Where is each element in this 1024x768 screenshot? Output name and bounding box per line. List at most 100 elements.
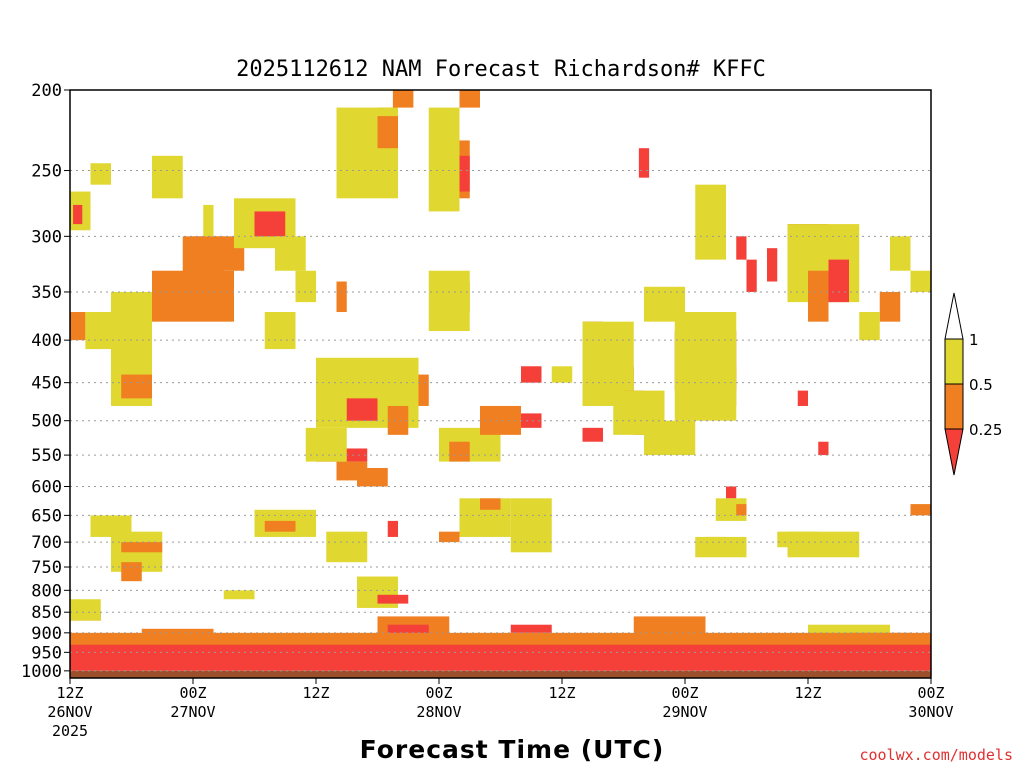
ri-cell-red	[346, 398, 378, 421]
ri-cell-red	[797, 390, 808, 406]
y-tick-label: 450	[31, 374, 62, 394]
ri-cell-red	[70, 640, 931, 671]
y-axis-ticks: 200 250 300 350 400 450 500 550 600 650 700 750 8008…	[21, 81, 70, 682]
x-tick-label: 00Z	[671, 684, 698, 702]
ri-cell-red	[521, 413, 542, 428]
y-tick-label: 850	[31, 603, 62, 623]
ri-cell-yellow	[787, 531, 860, 558]
ri-cell-yellow	[85, 312, 111, 350]
ri-cell-red	[521, 366, 542, 383]
ri-cell-orange	[879, 291, 901, 322]
ri-cell-yellow	[428, 270, 470, 332]
x-tick-label: 29NOV	[662, 703, 707, 721]
ri-cell-orange	[449, 441, 470, 462]
ri-cell-yellow	[305, 427, 347, 462]
legend-bin-yellow	[944, 338, 964, 385]
y-tick-label: 600	[31, 477, 62, 497]
ri-cell-orange	[808, 270, 829, 322]
ri-cell-yellow	[859, 312, 880, 341]
ri-cell-red	[818, 441, 829, 456]
ri-cell-orange	[357, 467, 388, 487]
x-tick-label: 00Z	[917, 684, 944, 702]
y-tick-label: 550	[31, 446, 62, 466]
ri-cell-yellow	[275, 236, 306, 271]
plot-cells	[70, 90, 931, 678]
ri-cell-yellow	[90, 163, 111, 185]
ri-cell-orange	[910, 504, 931, 516]
x-tick-label: 12Z	[548, 684, 575, 702]
ri-cell-orange	[387, 405, 409, 435]
legend-arrow-top	[944, 292, 964, 340]
ri-cell-red	[736, 236, 747, 260]
x-tick-label: 2025	[52, 722, 88, 740]
ri-cell-yellow	[377, 107, 398, 117]
ri-cell-orange	[336, 281, 347, 313]
ri-cell-orange	[121, 542, 163, 553]
legend-label-1: 1	[969, 331, 979, 349]
y-tick-label: 300	[31, 227, 62, 247]
x-tick-label: 12Z	[56, 684, 83, 702]
y-tick-label: 200	[31, 81, 62, 101]
legend-arrow-bottom-red	[944, 428, 964, 476]
x-axis-label: Forecast Time (UTC)	[360, 735, 665, 764]
ri-cell-orange	[480, 498, 501, 510]
ri-cell-orange	[121, 562, 142, 582]
ri-cell-yellow	[295, 270, 316, 303]
ri-cell-yellow	[428, 107, 460, 212]
x-tick-label: 28NOV	[416, 703, 461, 721]
legend-colorbar: 1 0.5 0.25	[944, 292, 1002, 476]
y-tick-label: 250	[31, 162, 62, 182]
ri-cell-yellow	[695, 184, 726, 260]
legend-label-0.25: 0.25	[969, 421, 1002, 439]
y-tick-label: 1000	[21, 662, 62, 682]
ri-cell-ground	[70, 670, 931, 678]
x-tick-label: 27NOV	[170, 703, 215, 721]
ri-cell-yellow	[510, 498, 552, 553]
ri-cell-red	[726, 486, 737, 499]
ri-cell-yellow	[644, 286, 685, 322]
ri-cell-yellow	[890, 236, 911, 271]
chart-title: 2025112612 NAM Forecast Richardson# KFFC	[236, 57, 766, 82]
ri-cell-yellow	[674, 312, 737, 421]
y-tick-label: 750	[31, 558, 62, 578]
ri-cell-red	[582, 427, 603, 442]
x-tick-label: 00Z	[179, 684, 206, 702]
ri-cell-yellow	[326, 531, 368, 563]
ri-cell-yellow	[90, 515, 132, 537]
ri-cell-orange	[264, 520, 296, 532]
ri-cell-red	[638, 148, 650, 178]
ri-cell-red	[767, 248, 778, 282]
ri-cell-orange	[121, 374, 152, 399]
y-tick-label: 350	[31, 283, 62, 303]
ri-cell-orange	[392, 90, 414, 108]
x-tick-label: 26NOV	[47, 703, 92, 721]
credit-text: coolwx.com/models	[859, 746, 1013, 764]
ri-cell-red	[828, 259, 849, 303]
ri-cell-orange	[439, 531, 460, 543]
x-tick-label: 00Z	[425, 684, 452, 702]
y-tick-label: 400	[31, 331, 62, 351]
y-tick-label: 800	[31, 581, 62, 601]
y-tick-label: 700	[31, 533, 62, 553]
ri-cell-red	[73, 204, 83, 225]
x-tick-label: 30NOV	[908, 703, 953, 721]
ri-cell-yellow	[551, 366, 573, 383]
legend-bin-orange	[944, 383, 964, 430]
ri-cell-yellow	[152, 155, 183, 199]
ri-cell-yellow	[910, 270, 931, 292]
legend-label-0.5: 0.5	[969, 376, 993, 394]
ri-cell-red	[510, 624, 552, 633]
ri-cell-red	[387, 520, 398, 537]
y-tick-label: 650	[31, 506, 62, 526]
ri-cell-orange	[459, 90, 480, 108]
ri-cell-yellow	[644, 420, 696, 456]
ri-cell-yellow	[695, 536, 747, 558]
ri-cell-yellow	[264, 312, 296, 350]
ri-cell-yellow	[203, 204, 214, 237]
y-tick-label: 500	[31, 412, 62, 432]
y-tick-label: 950	[31, 643, 62, 663]
y-tick-label: 900	[31, 624, 62, 644]
ri-cell-orange	[70, 312, 86, 341]
